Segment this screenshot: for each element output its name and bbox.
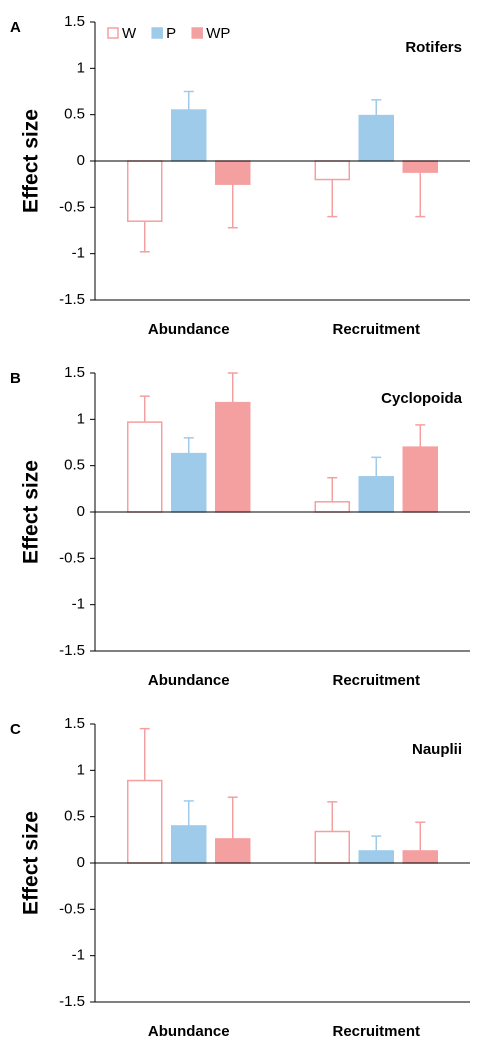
bar — [314, 830, 350, 864]
y-tick-label: -1 — [72, 245, 85, 262]
legend-label: W — [122, 25, 137, 42]
bar — [402, 446, 438, 513]
bar — [171, 452, 207, 513]
x-tick-label: Abundance — [148, 321, 230, 338]
legend-swatch — [191, 27, 203, 39]
x-tick-label: Recruitment — [332, 321, 420, 338]
bar — [171, 825, 207, 864]
bar — [215, 838, 251, 864]
y-tick-label: -0.5 — [59, 900, 85, 917]
y-tick-label: 0.5 — [64, 457, 85, 474]
y-tick-label: -1.5 — [59, 642, 85, 659]
panel-label: A — [10, 19, 21, 36]
bar — [358, 850, 394, 864]
y-tick-label: 1.5 — [64, 364, 85, 381]
x-tick-label: Recruitment — [332, 672, 420, 689]
bar — [358, 114, 394, 162]
y-tick-label: 1.5 — [64, 13, 85, 30]
bar — [358, 476, 394, 513]
y-tick-label: 0 — [77, 503, 85, 520]
bar — [402, 160, 438, 173]
x-tick-label: Abundance — [148, 1023, 230, 1040]
x-tick-label: Abundance — [148, 672, 230, 689]
bar — [215, 160, 251, 185]
y-axis-label: Effect size — [20, 460, 43, 564]
bar — [314, 160, 350, 181]
bar — [127, 779, 163, 864]
bar — [215, 401, 251, 513]
bar — [127, 421, 163, 513]
y-tick-label: -1 — [72, 947, 85, 964]
panel-title: Cyclopoida — [381, 390, 463, 407]
y-axis-label: Effect size — [20, 811, 43, 915]
y-tick-label: 0 — [77, 152, 85, 169]
y-tick-label: 1 — [77, 59, 85, 76]
y-tick-label: 0.5 — [64, 808, 85, 825]
y-tick-label: 1 — [77, 761, 85, 778]
panel-title: Rotifers — [405, 39, 462, 56]
y-axis-label: Effect size — [20, 109, 43, 213]
legend-swatch — [107, 27, 119, 39]
y-tick-label: -1.5 — [59, 291, 85, 308]
bar — [314, 501, 350, 513]
bar — [402, 850, 438, 864]
legend-swatch — [151, 27, 163, 39]
y-tick-label: 0 — [77, 854, 85, 871]
panel-label: C — [10, 721, 21, 738]
y-tick-label: -1 — [72, 596, 85, 613]
bar — [171, 109, 207, 162]
x-tick-label: Recruitment — [332, 1023, 420, 1040]
panel-title: Nauplii — [412, 741, 462, 758]
panel-label: B — [10, 370, 21, 387]
y-tick-label: 1.5 — [64, 715, 85, 732]
y-tick-label: -0.5 — [59, 549, 85, 566]
y-tick-label: 1 — [77, 410, 85, 427]
y-tick-label: -0.5 — [59, 198, 85, 215]
y-tick-label: -1.5 — [59, 993, 85, 1010]
legend-label: WP — [206, 25, 230, 42]
y-tick-label: 0.5 — [64, 106, 85, 123]
legend-label: P — [166, 25, 176, 42]
bar — [127, 160, 163, 222]
